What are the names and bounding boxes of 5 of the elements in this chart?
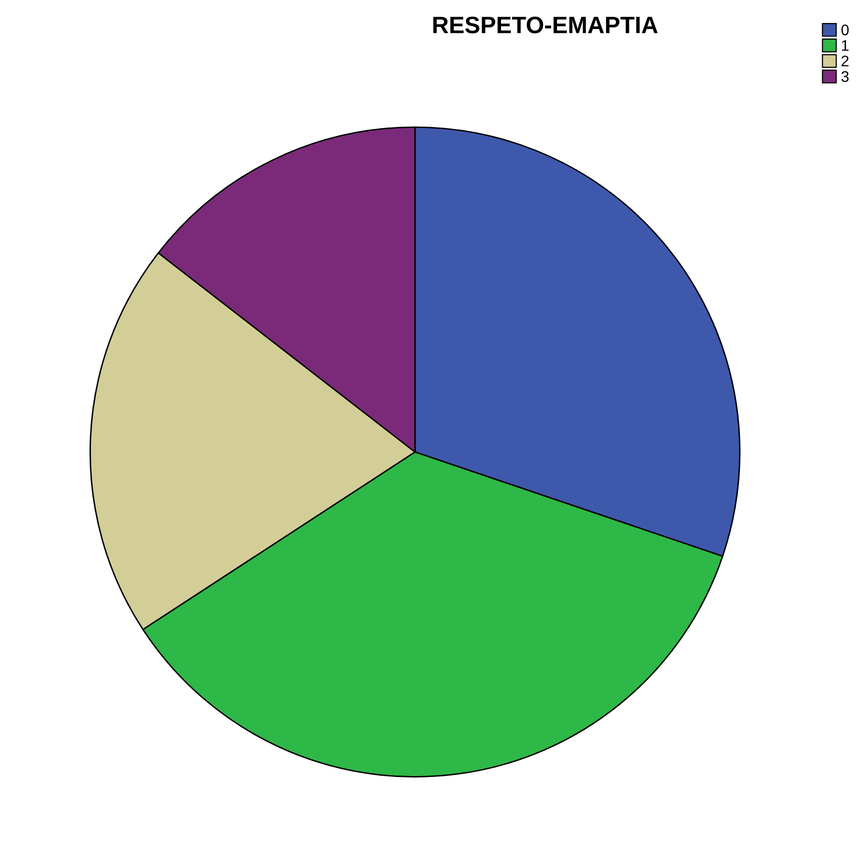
- legend-label: 1: [842, 40, 849, 51]
- legend-label: 2: [842, 56, 849, 66]
- legend-label: 3: [841, 71, 849, 82]
- legend-label: 0: [841, 24, 849, 36]
- chart-title: RESPETO-EMAPTIA: [433, 16, 658, 34]
